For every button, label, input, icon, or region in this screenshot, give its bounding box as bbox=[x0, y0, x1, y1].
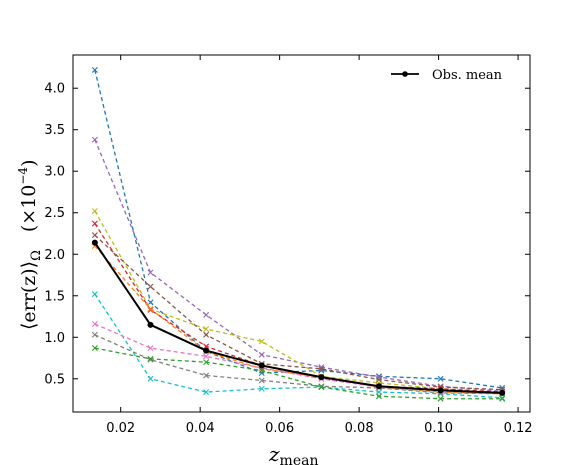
data-point bbox=[258, 338, 265, 345]
legend: Obs. mean bbox=[382, 60, 518, 88]
series-line bbox=[94, 334, 503, 395]
data-point bbox=[147, 299, 154, 306]
series-line bbox=[94, 347, 503, 400]
plot-area bbox=[91, 66, 506, 402]
y-tick-label: 0.5 bbox=[44, 372, 65, 387]
mean-point bbox=[91, 239, 98, 246]
mean-point bbox=[499, 389, 506, 396]
data-point bbox=[203, 331, 210, 338]
data-point bbox=[147, 306, 154, 313]
mean-point bbox=[258, 362, 265, 369]
series-line bbox=[94, 69, 503, 389]
x-tick-label: 0.10 bbox=[424, 421, 453, 436]
data-point bbox=[318, 365, 325, 372]
data-point bbox=[203, 311, 210, 318]
data-point bbox=[376, 393, 382, 400]
y-tick-label: 3.0 bbox=[44, 165, 65, 180]
data-point bbox=[499, 395, 506, 402]
mean-line bbox=[94, 242, 503, 394]
series-line bbox=[94, 323, 503, 394]
data-point bbox=[147, 269, 154, 276]
data-point bbox=[147, 345, 154, 352]
series-line bbox=[94, 223, 503, 393]
series-4 bbox=[91, 232, 506, 393]
series-0 bbox=[91, 66, 506, 391]
x-tick-label: 0.02 bbox=[106, 421, 135, 436]
y-tick-label: 1.5 bbox=[44, 289, 65, 304]
axis-ticks: 0.02 0.04 0.06 0.08 0.10 0.12 0.5 1.0 1.5 2.0 2.5 3… bbox=[44, 55, 533, 436]
data-point bbox=[258, 351, 265, 358]
data-point bbox=[376, 376, 382, 383]
data-point bbox=[147, 306, 154, 313]
y-tick-label: 4.0 bbox=[44, 82, 65, 97]
data-point bbox=[91, 345, 98, 352]
x-axis-label-subscript: mean bbox=[280, 453, 319, 465]
y-tick-label: 2.0 bbox=[44, 248, 65, 263]
mean-point bbox=[375, 383, 382, 390]
data-point bbox=[91, 220, 98, 227]
data-point bbox=[318, 384, 325, 391]
y-tick-label: 1.0 bbox=[44, 331, 65, 346]
data-point bbox=[91, 291, 98, 298]
y-tick-label: 2.5 bbox=[44, 206, 65, 221]
data-point bbox=[258, 385, 265, 392]
data-point bbox=[91, 321, 98, 327]
data-point bbox=[203, 325, 210, 332]
data-point bbox=[91, 331, 98, 338]
x-tick-label: 0.06 bbox=[265, 421, 294, 436]
plot-frame bbox=[72, 54, 531, 413]
data-point bbox=[258, 367, 265, 374]
data-point bbox=[147, 283, 154, 290]
legend-marker bbox=[402, 71, 408, 77]
data-point bbox=[203, 372, 210, 379]
data-point bbox=[203, 359, 210, 366]
data-point bbox=[437, 375, 444, 382]
data-point bbox=[147, 356, 154, 363]
series-3 bbox=[91, 220, 506, 396]
series-2 bbox=[91, 208, 506, 396]
mean-point bbox=[147, 321, 154, 328]
data-point bbox=[91, 232, 98, 239]
series-line bbox=[94, 210, 503, 394]
data-point bbox=[203, 389, 210, 396]
data-point bbox=[258, 377, 265, 384]
x-tick-label: 0.08 bbox=[345, 421, 374, 436]
data-point bbox=[147, 375, 154, 382]
y-tick-label: 3.5 bbox=[44, 123, 65, 138]
data-point bbox=[376, 374, 382, 381]
data-point bbox=[203, 353, 210, 360]
series-1 bbox=[91, 136, 506, 395]
data-point bbox=[147, 355, 154, 362]
data-point bbox=[91, 208, 98, 215]
x-tick-label: 0.12 bbox=[504, 421, 533, 436]
series-line bbox=[94, 293, 503, 399]
series-line bbox=[94, 234, 503, 391]
x-axis-label: zmean bbox=[268, 442, 318, 465]
mean-point bbox=[437, 387, 444, 394]
series-obs-mean bbox=[91, 239, 506, 396]
data-point bbox=[91, 66, 98, 73]
series-line bbox=[94, 139, 503, 392]
y-axis-label: ⟨err(z)⟩Ω(×10−4) bbox=[16, 160, 44, 331]
x-tick-label: 0.04 bbox=[186, 421, 215, 436]
mean-point bbox=[318, 374, 325, 381]
series-9 bbox=[91, 345, 506, 402]
legend-label: Obs. mean bbox=[432, 68, 503, 83]
svg-text:⟨err(z)⟩Ω(×10−4): ⟨err(z)⟩Ω(×10−4) bbox=[16, 160, 44, 331]
data-point bbox=[91, 136, 98, 143]
mean-point bbox=[203, 347, 210, 354]
data-point bbox=[437, 395, 444, 402]
